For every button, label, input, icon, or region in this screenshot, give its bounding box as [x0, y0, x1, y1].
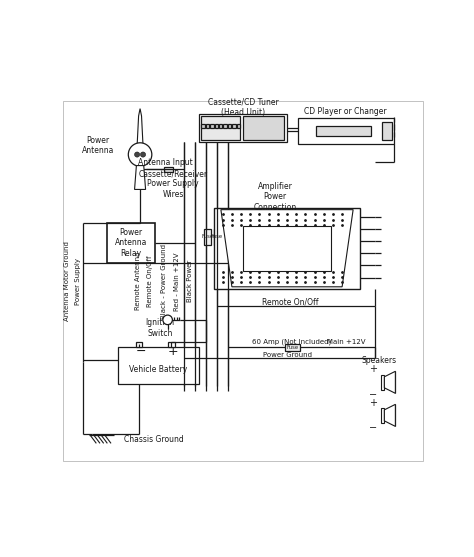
Bar — [381, 375, 384, 390]
Circle shape — [300, 124, 312, 137]
Circle shape — [140, 152, 146, 157]
Bar — [201, 124, 205, 129]
Bar — [215, 124, 218, 129]
Polygon shape — [384, 404, 395, 427]
Bar — [118, 348, 199, 384]
Text: Remote On/Off: Remote On/Off — [147, 256, 154, 307]
Bar — [243, 116, 284, 140]
Bar — [164, 167, 173, 172]
Bar — [213, 208, 360, 289]
Bar — [136, 342, 142, 348]
Text: Ignition
Switch: Ignition Switch — [146, 318, 175, 338]
Circle shape — [128, 143, 152, 167]
Text: 60 Amp (Not Included): 60 Amp (Not Included) — [252, 339, 331, 345]
Polygon shape — [384, 372, 395, 393]
Text: −: − — [369, 390, 377, 400]
Text: +: + — [168, 345, 178, 358]
Bar — [201, 116, 240, 140]
Text: Fuse: Fuse — [211, 234, 223, 240]
Text: Power Ground: Power Ground — [263, 352, 311, 358]
Text: Fuse: Fuse — [286, 345, 299, 350]
Bar — [298, 118, 393, 144]
Text: Cassette/CD Tuner
(Head Unit): Cassette/CD Tuner (Head Unit) — [208, 98, 278, 117]
Text: JBL: JBL — [270, 240, 304, 257]
Text: +: + — [369, 364, 377, 374]
Text: Antenna Input: Antenna Input — [138, 158, 193, 167]
Text: Power
Antenna: Power Antenna — [82, 136, 114, 155]
Text: −: − — [369, 423, 377, 433]
Circle shape — [163, 315, 173, 325]
Text: Power
Antenna
Relay: Power Antenna Relay — [115, 228, 147, 258]
Text: Black Power: Black Power — [187, 260, 192, 302]
Text: Vehicle Battery: Vehicle Battery — [129, 365, 188, 374]
Bar — [210, 124, 213, 129]
Bar — [213, 229, 220, 245]
Bar — [107, 222, 155, 263]
Text: Main +12V: Main +12V — [328, 339, 366, 345]
Text: Speakers: Speakers — [361, 356, 396, 365]
Text: Amplifier
Power
Connection: Amplifier Power Connection — [254, 182, 297, 212]
Bar — [243, 226, 331, 271]
Bar — [228, 124, 231, 129]
Circle shape — [135, 152, 140, 157]
Bar — [237, 124, 240, 129]
Bar — [199, 114, 287, 141]
Bar — [204, 229, 211, 245]
Polygon shape — [135, 165, 146, 189]
Bar — [316, 125, 371, 136]
Bar — [206, 124, 209, 129]
Text: Power Supply: Power Supply — [74, 258, 81, 305]
Text: Line
Level
Input: Line Level Input — [231, 242, 251, 272]
Bar — [381, 408, 384, 423]
Text: +: + — [369, 398, 377, 408]
Text: Remote Antenna: Remote Antenna — [135, 252, 141, 310]
Bar — [382, 121, 392, 140]
Text: Black - Power Ground: Black - Power Ground — [161, 244, 167, 319]
Text: Antenna Motor Ground: Antenna Motor Ground — [64, 241, 70, 321]
Bar — [223, 124, 227, 129]
Bar — [285, 344, 300, 351]
Bar — [219, 124, 222, 129]
Text: CD Player or Changer: CD Player or Changer — [304, 107, 387, 116]
Bar — [232, 124, 236, 129]
Text: Chassis Ground: Chassis Ground — [124, 436, 183, 444]
Polygon shape — [137, 109, 143, 145]
Bar — [168, 342, 175, 348]
Text: Remote On/Off: Remote On/Off — [263, 297, 319, 306]
Polygon shape — [221, 209, 353, 287]
Text: Cassette/Receiver
Power Supply
Wires: Cassette/Receiver Power Supply Wires — [138, 169, 208, 199]
Text: Fuse: Fuse — [201, 234, 214, 240]
Text: −: − — [136, 345, 146, 358]
Text: Red - Main +12V: Red - Main +12V — [174, 252, 180, 311]
